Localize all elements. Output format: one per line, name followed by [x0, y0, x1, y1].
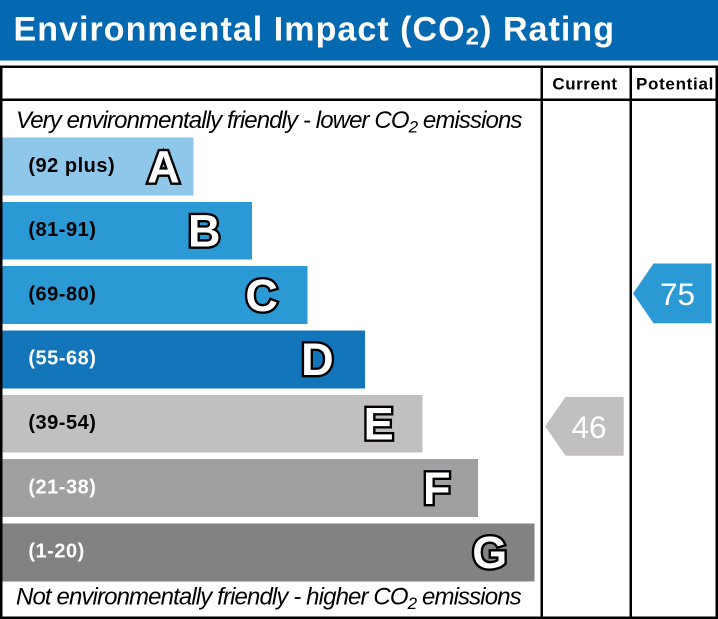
svg-text:Potential: Potential [636, 75, 714, 94]
svg-text:(39-54): (39-54) [28, 412, 96, 434]
svg-text:Very environmentally friendly: Very environmentally friendly - lower CO… [16, 107, 522, 137]
svg-text:(55-68): (55-68) [28, 348, 96, 370]
svg-text:(81-91): (81-91) [28, 219, 96, 241]
svg-text:D: D [301, 334, 334, 385]
svg-text:B: B [188, 206, 221, 257]
svg-text:Not environmentally friendly -: Not environmentally friendly - higher CO… [16, 584, 522, 614]
svg-text:75: 75 [660, 276, 695, 312]
svg-text:46: 46 [571, 409, 606, 445]
svg-text:(21-38): (21-38) [28, 476, 96, 498]
svg-text:F: F [423, 463, 451, 514]
svg-text:Environmental Impact (CO2) Rat: Environmental Impact (CO2) Rating [14, 11, 616, 51]
svg-text:(69-80): (69-80) [28, 283, 96, 305]
svg-text:A: A [147, 141, 180, 192]
svg-text:Current: Current [552, 75, 617, 94]
svg-text:G: G [472, 527, 507, 578]
svg-text:E: E [364, 399, 394, 450]
svg-text:(1-20): (1-20) [28, 541, 84, 563]
svg-text:C: C [245, 270, 278, 321]
svg-text:(92 plus): (92 plus) [28, 155, 115, 177]
